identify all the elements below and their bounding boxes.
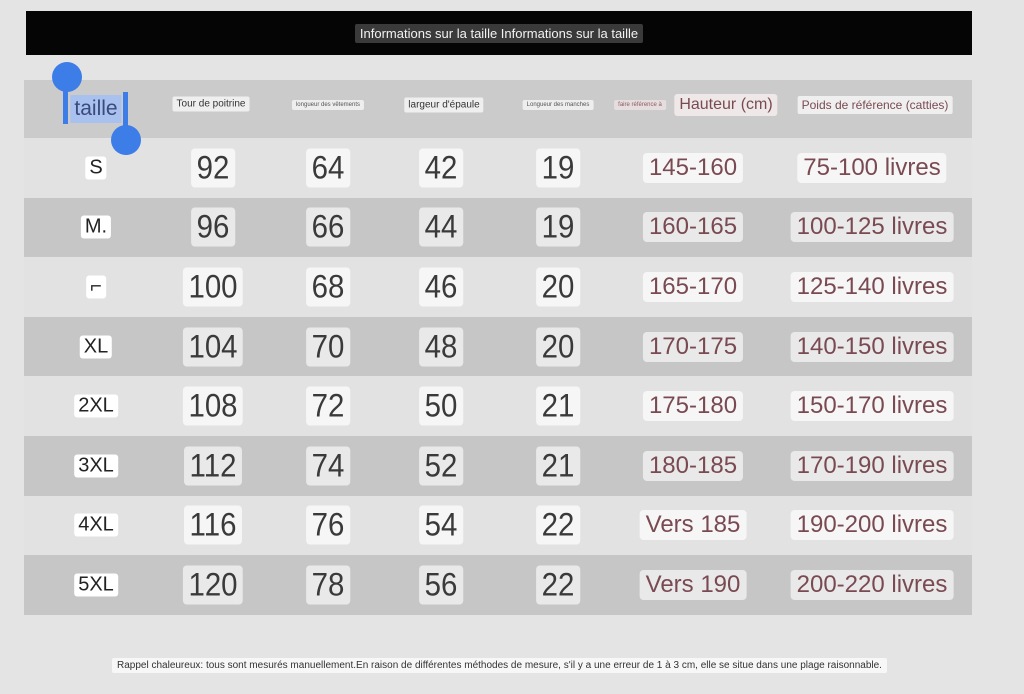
table-header: taille Tour de poitrine longueur des vêt…	[24, 80, 972, 138]
cell-length: 72	[306, 386, 350, 426]
cell-height: 170-175	[642, 331, 744, 362]
table-row: M. 96 66 44 19 160-165 100-125 livres	[24, 197, 972, 258]
header-sleeve: Longueur des manches	[522, 100, 594, 110]
cell-shoulder: 48	[419, 327, 463, 367]
title-bar: Informations sur la taille Informations …	[26, 11, 972, 55]
cell-length: 78	[306, 565, 350, 605]
cell-weight: 100-125 livres	[790, 212, 954, 243]
cell-chest: 100	[182, 267, 244, 307]
measurement-note: Rappel chaleureux: tous sont mesurés man…	[112, 658, 887, 673]
cell-size: 2XL	[74, 394, 118, 418]
cell-length: 76	[306, 505, 350, 545]
cell-weight: 75-100 livres	[797, 152, 947, 183]
table-row: 5XL 120 78 56 22 Vers 190 200-220 livres	[24, 555, 972, 615]
cell-chest: 116	[184, 505, 242, 545]
cell-length: 64	[306, 148, 350, 188]
cell-shoulder: 56	[419, 565, 463, 605]
cell-size: S	[85, 156, 107, 180]
table-row: 2XL 108 72 50 21 175-180 150-170 livres	[24, 376, 972, 436]
cell-height: Vers 190	[639, 569, 747, 600]
table-row: 3XL 112 74 52 21 180-185 170-190 livres	[24, 435, 972, 496]
cell-chest: 96	[191, 207, 235, 247]
cell-sleeve: 22	[536, 565, 580, 605]
cell-weight: 170-190 livres	[790, 450, 954, 481]
cell-chest: 92	[191, 148, 235, 188]
cell-weight: 140-150 livres	[790, 331, 954, 362]
cell-weight: 200-220 livres	[790, 569, 954, 600]
cell-height: 145-160	[642, 152, 744, 183]
cell-weight: 190-200 livres	[790, 510, 954, 541]
cell-size: 4XL	[74, 513, 118, 537]
cell-shoulder: 54	[419, 505, 463, 545]
cell-chest: 104	[182, 327, 244, 367]
selection-start-handle[interactable]	[52, 62, 82, 92]
cell-size: 3XL	[74, 454, 118, 478]
table-row: XL 104 70 48 20 170-175 140-150 livres	[24, 316, 972, 377]
cell-shoulder: 50	[419, 386, 463, 426]
cell-height: 180-185	[642, 450, 744, 481]
cell-length: 68	[306, 267, 350, 307]
size-chart-table: taille Tour de poitrine longueur des vêt…	[24, 80, 972, 615]
selection-end-handle[interactable]	[111, 125, 141, 155]
cell-sleeve: 19	[536, 207, 580, 247]
selection-start-bar	[63, 88, 68, 124]
header-height: Hauteur (cm)	[674, 94, 778, 116]
cell-length: 74	[306, 446, 350, 486]
cell-chest: 112	[184, 446, 242, 486]
cell-length: 70	[306, 327, 350, 367]
cell-size: 5XL	[74, 573, 118, 597]
cell-shoulder: 52	[419, 446, 463, 486]
cell-sleeve: 20	[536, 267, 580, 307]
header-weight: Poids de référence (catties)	[797, 96, 953, 114]
header-shoulder: largeur d'épaule	[404, 97, 484, 113]
cell-sleeve: 19	[536, 148, 580, 188]
cell-weight: 125-140 livres	[790, 271, 954, 302]
cell-length: 66	[306, 207, 350, 247]
cell-height: 175-180	[642, 391, 744, 422]
cell-height: 165-170	[642, 271, 744, 302]
header-height-prefix: faire référence à	[614, 100, 666, 110]
table-row: 4XL 116 76 54 22 Vers 185 190-200 livres	[24, 495, 972, 556]
cell-sleeve: 20	[536, 327, 580, 367]
table-row: ⌐ 100 68 46 20 165-170 125-140 livres	[24, 257, 972, 317]
selection-end-bar	[123, 92, 128, 128]
cell-weight: 150-170 livres	[790, 391, 954, 422]
cell-height: Vers 185	[639, 510, 747, 541]
cell-chest: 120	[182, 565, 244, 605]
cell-shoulder: 46	[419, 267, 463, 307]
cell-size: XL	[79, 335, 113, 359]
cell-shoulder: 42	[419, 148, 463, 188]
cell-sleeve: 21	[536, 386, 580, 426]
cell-size: ⌐	[86, 275, 106, 299]
cell-size: M.	[80, 215, 112, 239]
cell-sleeve: 21	[536, 446, 580, 486]
cell-shoulder: 44	[419, 207, 463, 247]
cell-chest: 108	[182, 386, 244, 426]
cell-sleeve: 22	[536, 505, 580, 545]
header-size[interactable]: taille	[70, 95, 122, 123]
table-row: S 92 64 42 19 145-160 75-100 livres	[24, 138, 972, 198]
header-chest: Tour de poitrine	[172, 96, 250, 112]
header-length: longueur des vêtements	[291, 100, 365, 110]
cell-height: 160-165	[642, 212, 744, 243]
page-title: Informations sur la taille Informations …	[354, 23, 644, 43]
